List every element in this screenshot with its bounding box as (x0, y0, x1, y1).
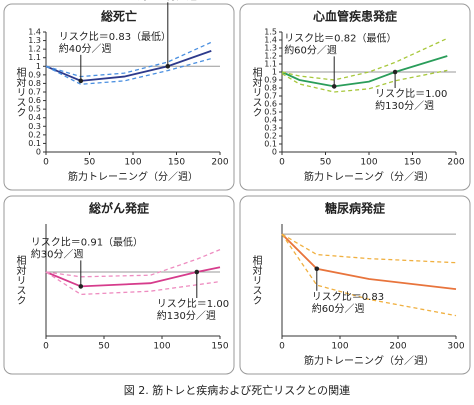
y-tick-label: 0 (272, 148, 277, 157)
y-tick-label: 0.7 (264, 92, 277, 101)
x-axis-label: 筋力トレーニング（分／週） (304, 354, 434, 367)
y-tick-label: 1.5 (264, 28, 277, 37)
y-tick-label: 0.9 (264, 76, 277, 85)
y-axis-label: 相対リスク (14, 66, 26, 117)
ci-line (45, 248, 221, 278)
x-tick-label: 100 (360, 158, 377, 168)
risk-line (45, 266, 221, 288)
y-tick-label: 0.3 (28, 122, 41, 131)
annotation: 約40分／週 (59, 42, 112, 55)
risk-line (281, 233, 457, 291)
panel-frame (239, 3, 471, 191)
panel-frame (3, 3, 235, 191)
x-tick-label: 150 (211, 342, 228, 352)
annotation: リスク比＝1.00 (375, 88, 447, 100)
x-tick-label: 100 (124, 158, 141, 168)
ci-line (281, 233, 457, 317)
ci-line (281, 37, 448, 81)
y-tick-label: 1.2 (28, 45, 41, 54)
x-tick-label: 100 (153, 342, 170, 352)
marker-point (78, 78, 84, 84)
chart-title: 総がん発症 (89, 201, 149, 216)
y-tick-label: 0.8 (28, 79, 41, 88)
marker-point (314, 266, 320, 272)
y-tick-label: 1.4 (264, 36, 277, 45)
annotation: リスク比＝0.91（最低） (31, 235, 143, 248)
annotation: 約30分／週 (31, 247, 84, 260)
annotation: リスク比＝1.00 (157, 298, 229, 310)
y-tick-label: 1.3 (28, 36, 41, 45)
x-tick-label: 0 (43, 158, 49, 168)
annotation: リスク比＝0.82（最低） (284, 31, 396, 44)
y-tick-label: 1.2 (264, 52, 277, 61)
x-tick-label: 150 (404, 158, 421, 168)
y-tick-label: 0.7 (28, 88, 41, 97)
y-tick-label: 0.6 (264, 100, 277, 109)
risk-line (281, 55, 448, 88)
y-tick-label: 0.1 (264, 140, 277, 149)
y-axis-label: 相対リスク (14, 254, 26, 305)
y-tick-label: 1 (272, 68, 277, 77)
ci-line (281, 69, 448, 93)
y-tick-label: 0.2 (264, 132, 277, 141)
x-tick-label: 200 (389, 342, 406, 352)
y-axis-label: 相対リスク (250, 254, 262, 305)
marker-point (392, 69, 398, 75)
x-tick-label: 0 (279, 342, 285, 352)
marker-point (78, 284, 84, 289)
caption: 図 2. 筋トレと疾病および死亡リスクとの関連 (124, 383, 350, 397)
marker-point (165, 63, 171, 69)
x-tick-label: 100 (331, 342, 348, 352)
y-axis-label: 相対リスク (250, 66, 262, 117)
y-tick-label: 0.5 (28, 105, 41, 114)
x-tick-label: 0 (279, 158, 285, 168)
y-tick-label: 0.5 (264, 108, 277, 117)
x-tick-label: 0 (43, 342, 49, 352)
y-tick-label: 0.4 (28, 113, 41, 122)
annotation: 約130分／週 (375, 99, 434, 112)
y-tick-label: 0.1 (28, 139, 41, 148)
y-tick-label: 0.2 (28, 130, 41, 139)
risk-line (45, 50, 212, 82)
annotation: 約140分／週 (138, 0, 197, 2)
chart-title: 心血管疾患発症 (313, 9, 397, 24)
ci-line (281, 233, 457, 264)
x-tick-label: 150 (168, 158, 185, 168)
y-tick-label: 0.3 (264, 124, 277, 133)
annotation: 約60分／週 (284, 43, 337, 56)
marker-point (331, 84, 337, 89)
ci-line (45, 57, 212, 85)
annotation: 約130分／週 (157, 309, 216, 322)
y-tick-label: 1.1 (28, 53, 41, 62)
y-tick-label: 1.1 (264, 60, 277, 69)
panel-frame (3, 195, 235, 375)
y-tick-label: 1.3 (264, 44, 277, 53)
x-tick-label: 200 (211, 158, 228, 168)
y-tick-label: 1 (36, 62, 41, 71)
x-tick-label: 200 (447, 158, 464, 168)
x-tick-label: 50 (320, 158, 332, 168)
x-axis-label: 筋力トレーニング（分／週） (68, 170, 198, 183)
x-tick-label: 50 (98, 342, 110, 352)
y-tick-label: 0.8 (264, 84, 277, 93)
x-tick-label: 300 (447, 342, 464, 352)
chart-title: 糖尿病発症 (325, 201, 385, 216)
y-tick-label: 0 (36, 148, 41, 157)
x-tick-label: 50 (84, 158, 96, 168)
panel-frame (239, 195, 471, 375)
y-tick-label: 0.9 (28, 70, 41, 79)
x-axis-label: 筋力トレーニング（分／週） (304, 170, 434, 183)
y-tick-label: 0.4 (264, 116, 277, 125)
marker-point (194, 269, 200, 275)
y-tick-label: 1.4 (28, 28, 41, 37)
y-tick-label: 0.6 (28, 96, 41, 105)
ci-line (45, 41, 212, 78)
annotation: 約60分／週 (312, 302, 365, 315)
annotation: リスク比＝0.83 (312, 291, 384, 303)
annotation: リスク比＝0.83（最低） (59, 30, 171, 43)
chart-title: 総死亡 (101, 9, 137, 24)
